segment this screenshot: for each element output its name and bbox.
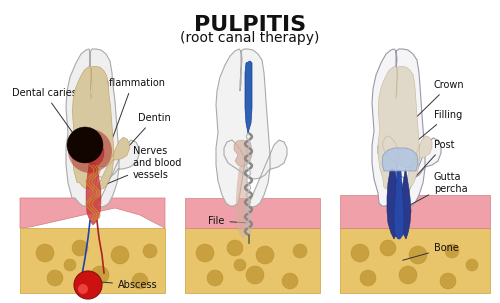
Circle shape (67, 127, 103, 163)
Circle shape (74, 271, 102, 299)
Polygon shape (216, 49, 287, 207)
Text: Post: Post (401, 140, 454, 193)
Circle shape (351, 244, 369, 262)
Polygon shape (236, 165, 250, 239)
Text: Bone: Bone (402, 243, 459, 260)
Polygon shape (84, 140, 104, 167)
Circle shape (380, 240, 396, 256)
Circle shape (68, 129, 112, 173)
Polygon shape (387, 169, 400, 239)
Circle shape (293, 244, 307, 258)
Polygon shape (340, 195, 490, 228)
Circle shape (91, 266, 109, 284)
Circle shape (78, 284, 88, 294)
Polygon shape (400, 169, 411, 239)
Circle shape (36, 244, 54, 262)
Circle shape (466, 259, 478, 271)
Circle shape (207, 270, 223, 286)
Text: File: File (208, 216, 247, 226)
Polygon shape (185, 228, 320, 293)
Circle shape (227, 240, 243, 256)
Polygon shape (72, 66, 130, 190)
Circle shape (440, 273, 456, 289)
Circle shape (360, 270, 376, 286)
Circle shape (256, 246, 274, 264)
Text: PULPITIS: PULPITIS (194, 15, 306, 35)
Circle shape (409, 246, 427, 264)
Polygon shape (20, 228, 165, 293)
Polygon shape (234, 140, 252, 167)
Polygon shape (378, 66, 432, 190)
Polygon shape (185, 198, 320, 228)
Circle shape (445, 244, 459, 258)
Polygon shape (245, 61, 252, 133)
Text: Filling: Filling (402, 110, 462, 153)
Circle shape (72, 240, 88, 256)
Circle shape (143, 244, 157, 258)
Circle shape (246, 266, 264, 284)
Polygon shape (340, 228, 490, 293)
Circle shape (132, 273, 148, 289)
Circle shape (282, 273, 298, 289)
Circle shape (196, 244, 214, 262)
Circle shape (64, 259, 76, 271)
Polygon shape (372, 49, 441, 207)
Text: Gutta
percha: Gutta percha (398, 172, 468, 212)
Circle shape (47, 270, 63, 286)
Text: Crown: Crown (395, 80, 464, 138)
Polygon shape (20, 198, 165, 228)
Text: Inflammation: Inflammation (100, 78, 165, 142)
Polygon shape (66, 49, 139, 207)
Circle shape (399, 266, 417, 284)
Circle shape (234, 259, 246, 271)
Polygon shape (86, 163, 101, 225)
Circle shape (111, 246, 129, 264)
Text: Dentin: Dentin (120, 113, 171, 156)
Text: Abscess: Abscess (91, 280, 158, 290)
Text: (root canal therapy): (root canal therapy) (180, 31, 320, 45)
Text: Dental caries: Dental caries (12, 88, 78, 141)
Text: Nerves
and blood
vessels: Nerves and blood vessels (100, 146, 182, 187)
Polygon shape (394, 170, 404, 239)
Polygon shape (382, 148, 418, 171)
